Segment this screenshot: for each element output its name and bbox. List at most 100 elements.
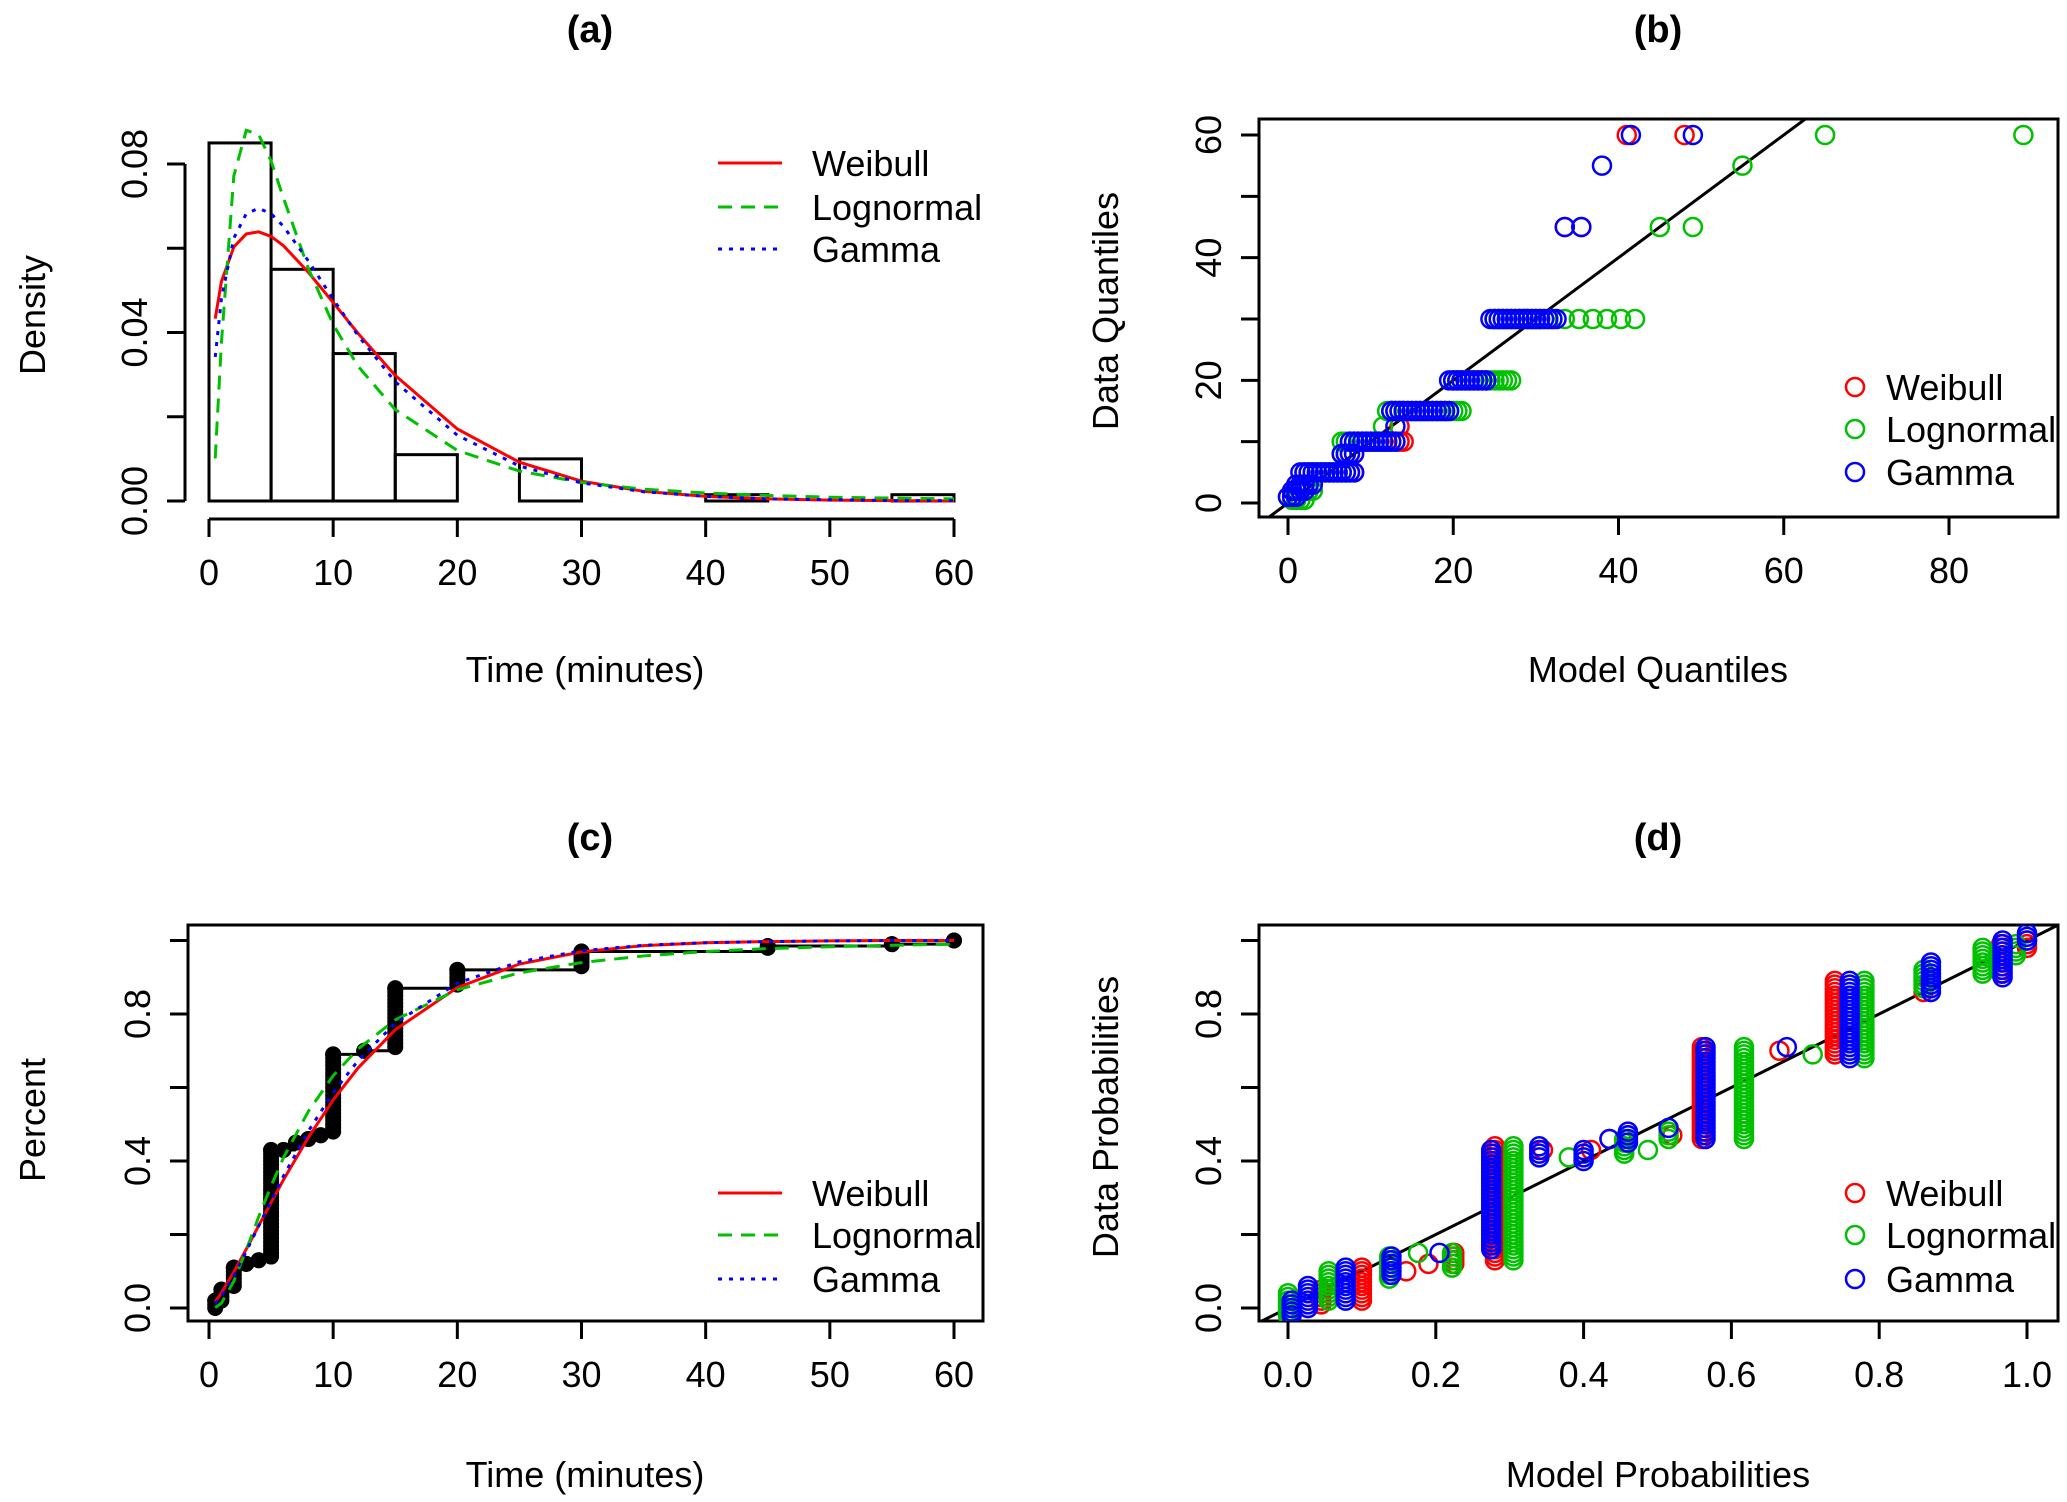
x-tick-label: 0.0 [1263, 1354, 1313, 1395]
ecdf-point [387, 980, 404, 997]
legend-label: Weibull [1886, 367, 2003, 408]
point-lognormal [1610, 308, 1632, 330]
x-tick-label: 20 [437, 552, 477, 593]
y-tick-label: 60 [1188, 115, 1229, 155]
x-tick-label: 0 [1278, 550, 1298, 591]
point-gamma [1682, 124, 1704, 146]
y-tick-label: 0.8 [1188, 989, 1229, 1039]
point-gamma [1573, 1139, 1594, 1161]
point-lognormal [1451, 400, 1472, 422]
y-tick-label: 0.8 [117, 989, 158, 1039]
legend-label: Gamma [812, 1259, 941, 1300]
histogram-bar [269, 267, 335, 503]
y-axis-label: Data Quantiles [1085, 192, 1126, 430]
ecdf-point [263, 1141, 280, 1158]
point-lognormal [1582, 308, 1604, 330]
curve-gamma [213, 206, 954, 503]
legend-label: Lognormal [812, 187, 982, 228]
x-tick-label: 20 [437, 1354, 477, 1395]
legend-marker-lognormal [1844, 1224, 1866, 1246]
point-lognormal [1624, 308, 1646, 330]
plot-area [207, 128, 956, 503]
point-gamma [1529, 1136, 1550, 1157]
point-weibull [1674, 124, 1695, 146]
point-lognormal [1596, 308, 1618, 330]
point-gamma [1620, 124, 1642, 146]
point-gamma [1617, 1121, 1639, 1142]
point-gamma [1571, 216, 1592, 238]
ecdf-point [325, 1046, 342, 1063]
x-tick-label: 60 [934, 552, 974, 593]
point-lognormal [1732, 155, 1753, 176]
legend-marker-weibull [1844, 1182, 1866, 1204]
legend-entry: Gamma [1844, 1259, 2015, 1300]
x-tick-label: 20 [1433, 550, 1473, 591]
point-lognormal [1814, 124, 1836, 146]
point-lognormal [1407, 1242, 1429, 1264]
point-gamma [1385, 416, 1406, 437]
x-tick-label: 1.0 [2002, 1354, 2052, 1395]
point-lognormal [2013, 124, 2034, 146]
point-gamma [1438, 400, 1460, 422]
x-axis-label: Model Probabilities [1506, 1454, 1810, 1495]
x-tick-label: 0.4 [1559, 1354, 1609, 1395]
point-lognormal [1500, 370, 1522, 391]
panel-title: (d) [1634, 817, 1683, 859]
point-gamma [1381, 1246, 1402, 1267]
y-tick-label: 0.4 [117, 1136, 158, 1186]
x-tick-label: 0.6 [1706, 1354, 1756, 1395]
legend-label: Gamma [1886, 1259, 2015, 1300]
point-gamma [1480, 1139, 1502, 1161]
curve-gamma [214, 939, 954, 1305]
histogram-bar [331, 352, 397, 503]
x-axis-label: Model Quantiles [1528, 649, 1788, 690]
legend-entry: Lognormal [1844, 409, 2056, 450]
y-axis-label: Percent [12, 1058, 53, 1182]
legend-label: Weibull [812, 143, 929, 184]
point-lognormal [1733, 1036, 1755, 1058]
point-gamma [2016, 925, 2038, 944]
point-gamma [1335, 1257, 1356, 1278]
y-tick-label: 0.0 [1188, 1283, 1229, 1333]
y-tick-label: 0.0 [117, 1283, 158, 1333]
legend-entry: Weibull [1844, 1173, 2003, 1214]
point-gamma [1992, 930, 2013, 951]
x-tick-label: 50 [810, 1354, 850, 1395]
point-lognormal [1554, 308, 1576, 330]
point-gamma [1429, 1242, 1450, 1264]
point-lognormal [1972, 937, 1993, 959]
legend-label: Lognormal [812, 1215, 982, 1256]
panel-a: (a) Time (minutes) Density 0 10 20 30 40 50 60 0.0… [12, 9, 982, 690]
plot-area [1261, 925, 2058, 1321]
panel-title: (a) [567, 9, 613, 51]
y-tick-label: 0.4 [1188, 1136, 1229, 1186]
y-tick-label: 40 [1188, 238, 1229, 278]
legend-label: Gamma [812, 229, 941, 270]
legend-entry: Lognormal [718, 1215, 982, 1256]
point-lognormal [1568, 308, 1590, 330]
x-tick-label: 80 [1929, 550, 1969, 591]
curve-lognormal [213, 128, 955, 501]
x-tick-label: 0.2 [1411, 1354, 1461, 1395]
x-tick-label: 30 [561, 552, 601, 593]
point-gamma [1658, 1117, 1679, 1139]
legend-label: Lognormal [1886, 409, 2056, 450]
panel-title: (c) [567, 817, 613, 859]
panel-title: (b) [1634, 9, 1683, 51]
point-gamma [1920, 952, 1942, 973]
point-weibull [1616, 124, 1638, 146]
point-weibull [1393, 431, 1414, 452]
y-tick-label: 0.04 [114, 297, 155, 367]
ecdf-point [275, 1141, 292, 1158]
ecdf-point [250, 1252, 267, 1269]
x-tick-label: 10 [313, 1354, 353, 1395]
legend-entry: Lognormal [718, 187, 982, 228]
plot-frame [186, 923, 985, 1323]
point-gamma [1476, 370, 1497, 391]
point-gamma [1554, 216, 1576, 238]
point-gamma [1297, 1275, 1319, 1297]
point-gamma [1385, 431, 1406, 452]
point-lognormal [1802, 1044, 1823, 1065]
legend-entry: Weibull [718, 1173, 929, 1214]
